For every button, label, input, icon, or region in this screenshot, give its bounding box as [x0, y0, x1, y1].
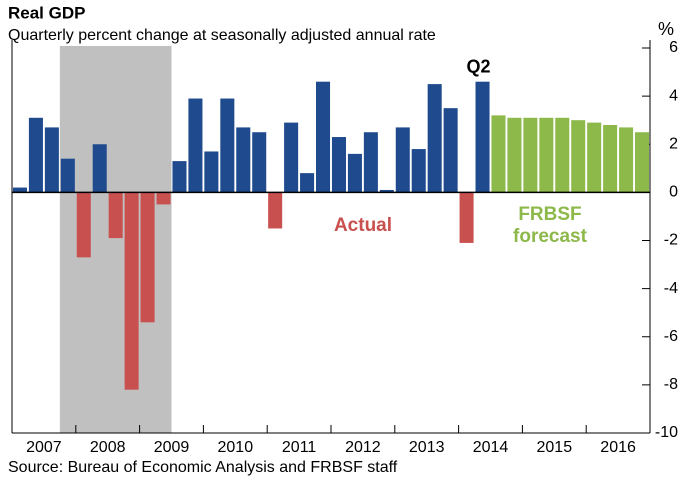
bar: [252, 132, 267, 193]
bar: [204, 151, 219, 193]
bar: [156, 192, 171, 205]
y-tick-label: -8: [664, 376, 678, 393]
bar: [60, 158, 75, 193]
y-tick-label: -2: [664, 232, 678, 249]
x-tick-label: 2011: [282, 439, 317, 456]
x-tick-label: 2009: [154, 439, 190, 456]
bar: [459, 192, 474, 243]
y-tick-label: 4: [669, 87, 678, 104]
x-tick-label: 2008: [90, 439, 126, 456]
bar: [523, 117, 538, 193]
bar: [28, 117, 43, 193]
bar: [124, 192, 139, 390]
annotation: Q2: [467, 56, 491, 76]
bar: [491, 115, 506, 193]
bar: [44, 127, 59, 193]
bar: [475, 81, 490, 193]
bar: [108, 192, 123, 239]
bar: [188, 98, 203, 193]
actual-label: Actual: [334, 215, 392, 236]
bar: [507, 117, 522, 193]
y-tick-label: 6: [669, 39, 678, 56]
y-tick-label: -10: [655, 424, 678, 441]
bar: [555, 117, 570, 193]
y-tick-label: -6: [664, 328, 678, 345]
bar: [268, 192, 283, 229]
y-tick-label: 2: [669, 135, 678, 152]
source: Source: Bureau of Economic Analysis and …: [8, 459, 398, 476]
x-tick-label: 2016: [600, 439, 636, 456]
y-tick-label: 0: [669, 184, 678, 201]
bar: [411, 149, 426, 193]
bar: [12, 187, 27, 193]
bar: [571, 120, 586, 193]
bar: [92, 144, 107, 193]
bar: [635, 132, 650, 193]
bar: [300, 173, 315, 193]
bar: [331, 137, 346, 193]
bar: [587, 122, 602, 193]
x-tick-label: 2007: [26, 439, 62, 456]
bar: [427, 84, 442, 193]
bar: [284, 122, 299, 193]
bar: [363, 132, 378, 193]
bar: [443, 108, 458, 193]
bar: [603, 125, 618, 193]
bar: [379, 189, 394, 193]
x-tick-label: 2012: [345, 439, 381, 456]
bar: [539, 117, 554, 193]
chart-subtitle: Quarterly percent change at seasonally a…: [8, 27, 436, 44]
bar: [76, 192, 91, 258]
x-tick-label: 2014: [473, 439, 509, 456]
forecast-label: FRBSF forecast: [513, 204, 587, 247]
bar: [236, 127, 251, 193]
bar: [347, 153, 362, 193]
chart-title: Real GDP: [8, 3, 85, 22]
bar: [220, 98, 235, 193]
x-tick-label: 2015: [537, 439, 573, 456]
y-tick-label: -4: [664, 280, 678, 297]
y-unit: %: [658, 19, 674, 39]
bar: [172, 161, 187, 193]
bar: [619, 127, 634, 193]
recession-shade: [59, 46, 172, 433]
bar: [395, 127, 410, 193]
x-tick-label: 2010: [218, 439, 254, 456]
bar: [316, 81, 331, 193]
x-tick-label: 2013: [409, 439, 445, 456]
bar: [140, 192, 155, 323]
